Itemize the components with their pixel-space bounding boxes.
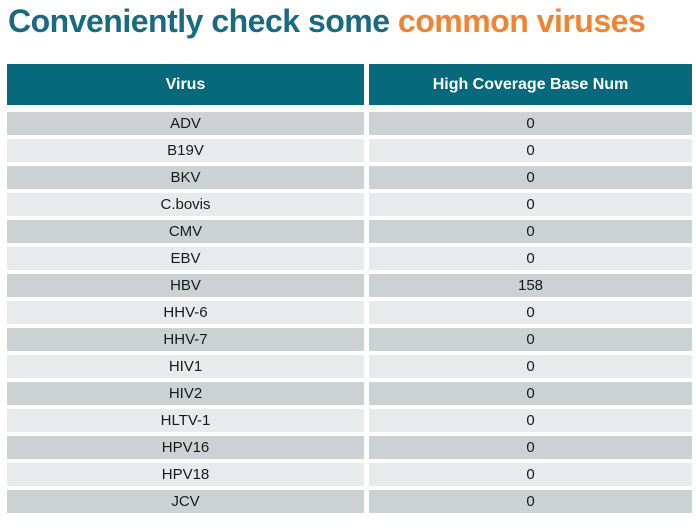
table-row: HIV2 0 [7,382,692,406]
page-title: Conveniently check some common viruses [8,3,696,39]
virus-cell: BKV [7,166,364,190]
header-cell-high-coverage-base-num: High Coverage Base Num [369,64,692,106]
value-cell: 0 [369,301,692,325]
virus-cell: B19V [7,139,364,163]
value-cell: 0 [369,220,692,244]
virus-cell: HIV2 [7,382,364,406]
table-row: HPV16 0 [7,436,692,460]
value-cell: 0 [369,409,692,433]
value-cell: 0 [369,139,692,163]
virus-cell: JCV [7,490,364,514]
value-cell: 0 [369,166,692,190]
virus-cell: HHV-6 [7,301,364,325]
table-row: HHV-6 0 [7,301,692,325]
table-row: ADV 0 [7,112,692,136]
table-row: EBV 0 [7,247,692,271]
table-row: C.bovis 0 [7,193,692,217]
table-header-row: Virus High Coverage Base Num [7,64,692,106]
table-row: HHV-7 0 [7,328,692,352]
value-cell: 0 [369,328,692,352]
value-cell: 0 [369,193,692,217]
value-cell: 0 [369,247,692,271]
virus-cell: HHV-7 [7,328,364,352]
table-row: HIV1 0 [7,355,692,379]
table-row: HBV 158 [7,274,692,298]
table-row: CMV 0 [7,220,692,244]
virus-cell: ADV [7,112,364,136]
value-cell: 0 [369,490,692,514]
virus-cell: EBV [7,247,364,271]
virus-cell: HPV18 [7,463,364,487]
value-cell: 0 [369,382,692,406]
table-row: B19V 0 [7,139,692,163]
value-cell: 0 [369,355,692,379]
title-main: Conveniently check some [8,3,390,39]
virus-table: Virus High Coverage Base Num ADV 0 B19V … [7,64,692,514]
virus-cell: HBV [7,274,364,298]
virus-cell: HLTV-1 [7,409,364,433]
virus-cell: HIV1 [7,355,364,379]
virus-cell: C.bovis [7,193,364,217]
table-row: JCV 0 [7,490,692,514]
header-cell-virus: Virus [7,64,364,106]
value-cell: 158 [369,274,692,298]
virus-cell: HPV16 [7,436,364,460]
title-highlight: common viruses [397,3,646,39]
value-cell: 0 [369,436,692,460]
value-cell: 0 [369,463,692,487]
table-row: HLTV-1 0 [7,409,692,433]
table-row: HPV18 0 [7,463,692,487]
table-row: BKV 0 [7,166,692,190]
virus-cell: CMV [7,220,364,244]
value-cell: 0 [369,112,692,136]
